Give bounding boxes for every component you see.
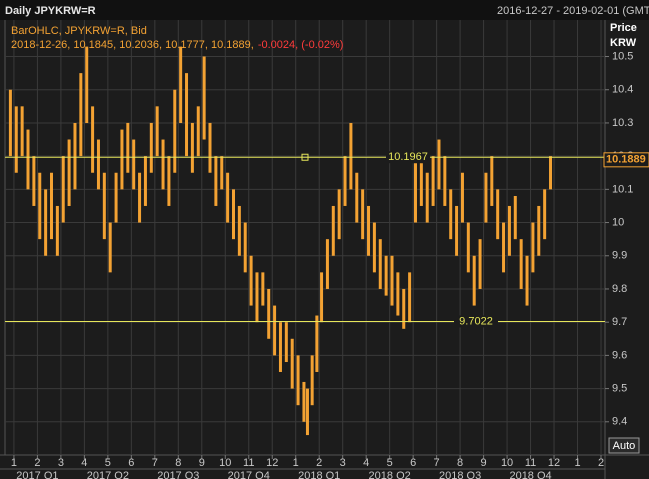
auto-button[interactable] <box>608 437 640 454</box>
last-price: 10.1889 <box>606 154 646 166</box>
legend-change: -0.0024, (-0.02%) <box>258 39 344 51</box>
x-tick-label: 12 <box>266 457 278 469</box>
date-range: 2016-12-27 - 2019-02-01 (GMT <box>497 5 649 17</box>
y-tick-label: 9.5 <box>612 382 627 394</box>
legend-info: 2018-12-26, 10.1845, 10.2036, 10.1777, 1… <box>11 39 343 51</box>
x-tick-label: 10 <box>219 457 231 469</box>
axis-label: Price <box>610 22 637 34</box>
x-tick-label: 9 <box>199 457 205 469</box>
y-tick-label: 9.6 <box>612 349 627 361</box>
x-tick-label: 10 <box>501 457 513 469</box>
quarter-label: 2018 Q3 <box>439 470 481 479</box>
x-tick-label: 9 <box>481 457 487 469</box>
level-label: 10.1967 <box>388 151 428 163</box>
x-tick-label: 12 <box>548 457 560 469</box>
x-tick-label: 8 <box>175 457 181 469</box>
x-tick-label: 8 <box>457 457 463 469</box>
y-tick-label: 9.7 <box>612 316 627 328</box>
x-tick-label: 3 <box>340 457 346 469</box>
x-tick-label: 7 <box>434 457 440 469</box>
level-handle <box>301 153 309 161</box>
y-tick-label: 10.1 <box>612 183 633 195</box>
last-price-tag <box>603 152 649 168</box>
x-tick-label: 11 <box>525 457 536 469</box>
quarter-label: 2017 Q4 <box>228 470 270 479</box>
y-tick-label: 9.9 <box>612 250 627 262</box>
x-tick-label: 2 <box>316 457 322 469</box>
x-tick-label: 2 <box>598 457 604 469</box>
y-tick-label: 10.4 <box>612 84 633 96</box>
y-tick-label: 10 <box>612 216 624 228</box>
axis-unit: KRW <box>610 37 637 49</box>
quarter-label: 2017 Q2 <box>87 470 129 479</box>
x-tick-label: 7 <box>152 457 158 469</box>
quarter-label: 2017 Q1 <box>16 470 58 479</box>
quarter-label: 2018 Q4 <box>509 470 551 479</box>
header-bar <box>0 0 649 20</box>
quarter-label: 2017 Q3 <box>157 470 199 479</box>
legend-values: 2018-12-26, 10.1845, 10.2036, 10.1777, 1… <box>11 39 254 51</box>
chart-title: Daily JPYKRW=R <box>5 5 96 17</box>
quarter-label: 2018 Q2 <box>369 470 411 479</box>
level-label-bg <box>386 151 430 164</box>
y-tick-label: 9.4 <box>612 416 627 428</box>
y-tick-label: 9.8 <box>612 283 627 295</box>
legend-name: BarOHLC, JPYKRW=R, Bid <box>11 25 147 37</box>
y-tick-label: 10.5 <box>612 50 633 62</box>
x-tick-label: 3 <box>58 457 64 469</box>
x-tick-label: 5 <box>105 457 111 469</box>
level-label-bg <box>454 315 498 328</box>
auto-button-label[interactable]: Auto <box>613 440 636 452</box>
x-tick-label: 4 <box>363 457 369 469</box>
x-tick-label: 11 <box>243 457 254 469</box>
quarter-label: 2018 Q1 <box>298 470 340 479</box>
x-tick-label: 6 <box>410 457 416 469</box>
level-label: 9.7022 <box>459 315 493 327</box>
x-tick-label: 1 <box>574 457 580 469</box>
x-tick-label: 1 <box>11 457 17 469</box>
x-tick-label: 4 <box>81 457 87 469</box>
y-tick-label: 10.3 <box>612 117 633 129</box>
x-tick-label: 5 <box>387 457 393 469</box>
x-tick-label: 6 <box>128 457 134 469</box>
x-tick-label: 2 <box>34 457 40 469</box>
x-tick-label: 1 <box>293 457 299 469</box>
